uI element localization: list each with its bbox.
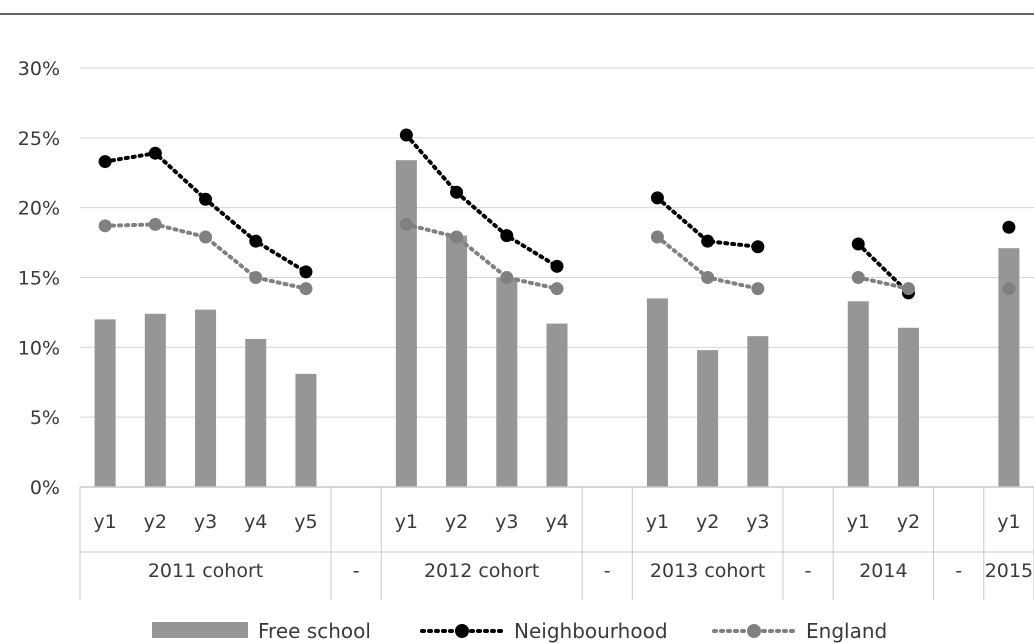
- bar-free-school: [446, 235, 468, 487]
- point-marker: [299, 265, 313, 279]
- x-group-label: -: [604, 560, 611, 582]
- y-tick-label: 30%: [18, 58, 60, 80]
- point-marker: [399, 217, 413, 231]
- legend: Free school Neighbourhood England: [152, 619, 887, 643]
- x-group-label: 2013 cohort: [650, 560, 765, 582]
- x-tick-label: y2: [897, 511, 920, 533]
- x-tick-label: y2: [696, 511, 719, 533]
- x-tick-label: y4: [545, 511, 568, 533]
- bar-free-school: [295, 373, 317, 487]
- series-line: [404, 133, 559, 269]
- point-marker: [650, 230, 664, 244]
- legend-item: Free school: [152, 619, 371, 643]
- x-group-label: 2012 cohort: [424, 560, 539, 582]
- x-tick-label: y1: [847, 511, 870, 533]
- x-group-label: -: [353, 560, 360, 582]
- bar-free-school: [195, 309, 217, 487]
- point-marker: [851, 271, 865, 284]
- bar-free-school: [496, 277, 518, 487]
- x-tick-label: y1: [997, 511, 1020, 533]
- point-marker: [500, 229, 514, 243]
- point-marker: [901, 282, 915, 296]
- point-marker: [199, 192, 213, 206]
- series-line: [404, 222, 559, 291]
- point-marker: [1002, 282, 1016, 296]
- legend-label: Neighbourhood: [514, 619, 668, 643]
- y-axis-ticks: 0% 5% 10% 15% 20% 25% 30%: [18, 58, 60, 499]
- series-england: [98, 217, 1016, 296]
- point-marker: [450, 185, 464, 199]
- point-marker: [650, 191, 664, 205]
- point-marker: [450, 230, 464, 244]
- x-axis: y1 y2 y3 y4 y5 y1 y2 y3 y4 y1 y2 y3 y1 y2 y1 2011 cohor…: [79, 486, 1034, 600]
- bar-free-school: [646, 298, 668, 487]
- free-school-bars: [94, 160, 1020, 487]
- series-line: [856, 241, 911, 295]
- x-tick-label: y3: [495, 511, 518, 533]
- point-marker: [701, 234, 715, 248]
- bar-free-school: [847, 301, 869, 487]
- x-tick-label: y1: [395, 511, 418, 533]
- x-group-label: 2014: [859, 560, 907, 582]
- x-tick-label: y2: [144, 511, 167, 533]
- legend-marker: [747, 624, 761, 638]
- x-group-label: -: [955, 560, 962, 582]
- x-tick-label: y1: [646, 511, 669, 533]
- x-tick-label: y2: [445, 511, 468, 533]
- point-marker: [249, 271, 263, 284]
- x-group-label: -: [805, 560, 812, 582]
- y-tick-label: 15%: [18, 268, 60, 290]
- y-tick-label: 10%: [18, 337, 60, 359]
- point-marker: [299, 282, 313, 296]
- series-line: [103, 151, 308, 274]
- legend-swatch: [152, 622, 248, 638]
- bar-free-school: [697, 350, 719, 487]
- legend-item: Neighbourhood: [420, 619, 668, 643]
- bar-free-school: [747, 336, 769, 487]
- x-tick-label: y5: [294, 511, 317, 533]
- bar-free-school: [998, 248, 1020, 487]
- x-tick-label: y3: [746, 511, 769, 533]
- legend-label: Free school: [258, 619, 371, 643]
- x-tick-label: y4: [244, 511, 267, 533]
- point-marker: [550, 259, 564, 273]
- point-marker: [98, 155, 112, 169]
- point-marker: [148, 217, 162, 231]
- bar-free-school: [94, 319, 116, 487]
- series-line: [856, 275, 911, 291]
- bar-free-school: [245, 338, 267, 487]
- point-marker: [199, 230, 213, 244]
- point-marker: [550, 282, 564, 296]
- y-tick-label: 25%: [18, 128, 60, 150]
- bar-free-school: [897, 327, 919, 487]
- x-group-label: 2011 cohort: [148, 560, 263, 582]
- point-marker: [701, 271, 715, 284]
- y-tick-label: 0%: [30, 477, 60, 499]
- legend-label: England: [806, 619, 887, 643]
- point-marker: [500, 271, 514, 284]
- bar-free-school: [144, 313, 166, 487]
- point-marker: [148, 146, 162, 160]
- series-neighbourhood: [98, 128, 1016, 300]
- y-tick-label: 20%: [18, 198, 60, 220]
- legend-marker: [455, 624, 469, 638]
- x-group-label: 2015: [985, 560, 1033, 582]
- point-marker: [249, 234, 263, 248]
- point-marker: [98, 219, 112, 233]
- legend-item: England: [712, 619, 887, 643]
- point-marker: [751, 240, 765, 254]
- point-marker: [1002, 220, 1016, 234]
- point-marker: [399, 128, 413, 142]
- y-tick-label: 5%: [30, 407, 60, 429]
- bar-free-school: [546, 323, 568, 487]
- point-marker: [851, 237, 865, 251]
- bar-free-school: [395, 160, 417, 487]
- x-tick-label: y1: [93, 511, 116, 533]
- point-marker: [751, 282, 765, 296]
- line-series: [98, 128, 1016, 300]
- x-tick-label: y3: [194, 511, 217, 533]
